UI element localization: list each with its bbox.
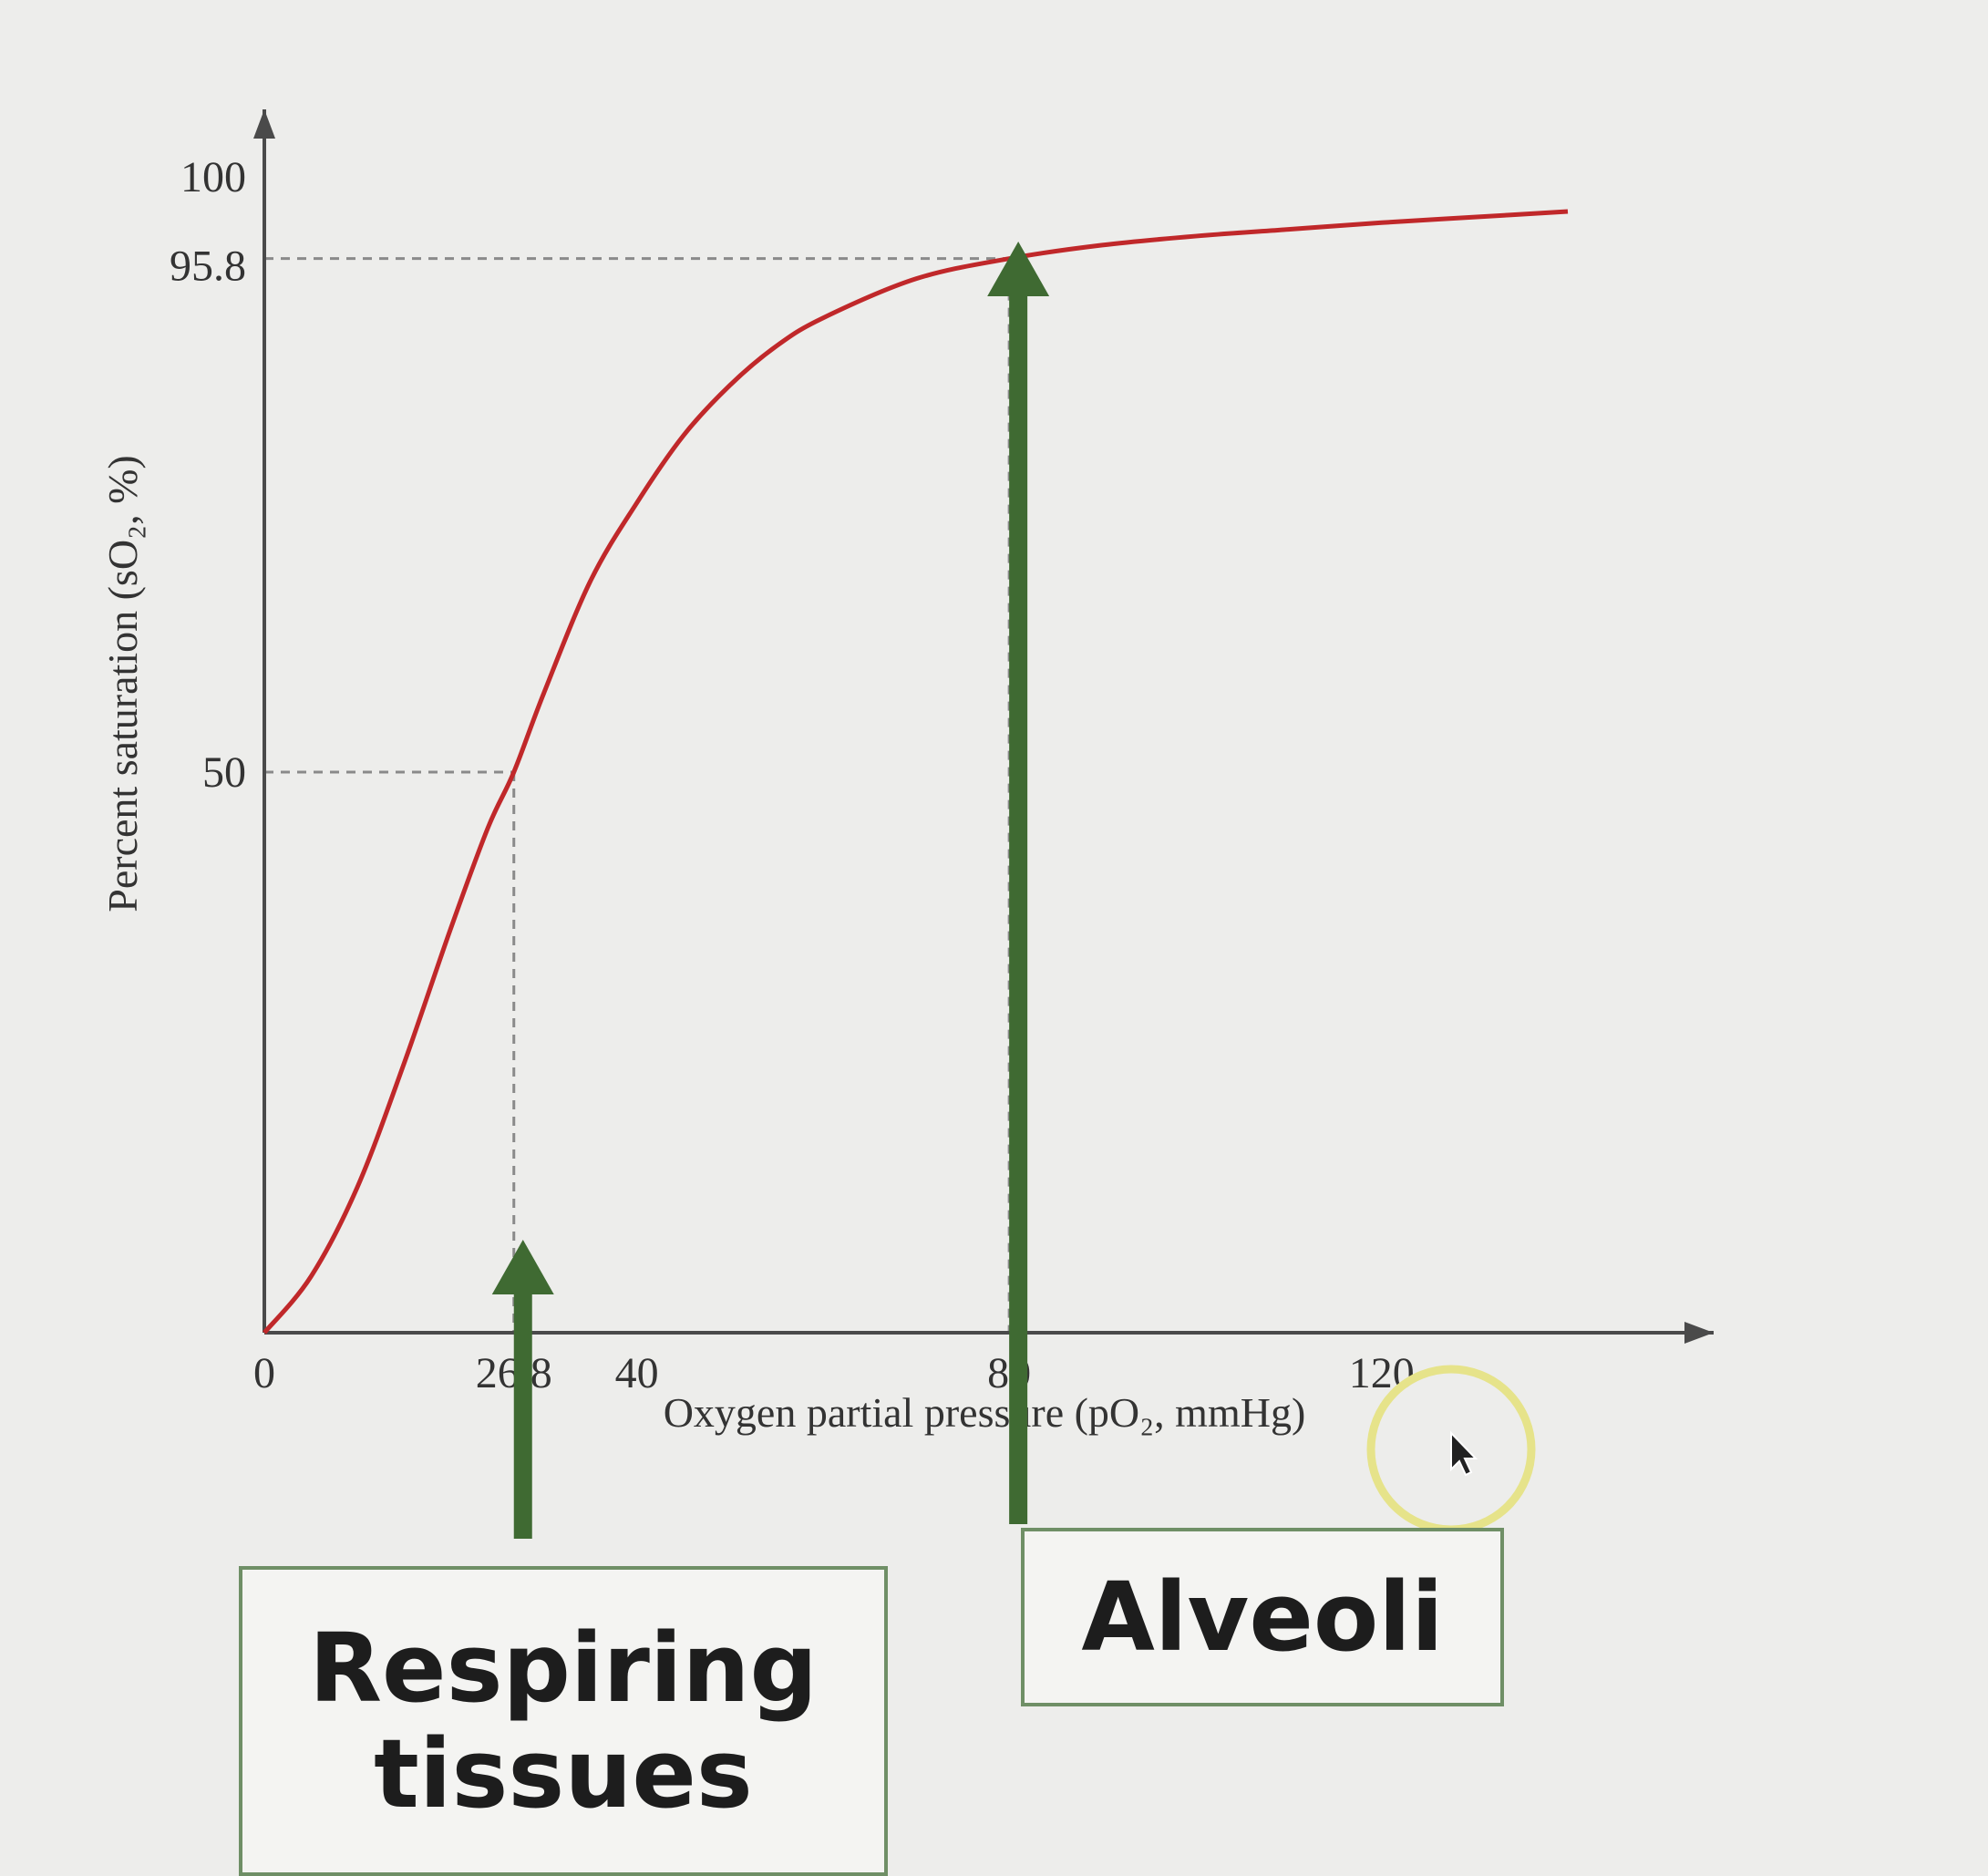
annotation-arrow-head [987, 242, 1049, 296]
callout-respiring-tissues-line-2: tissues [309, 1721, 818, 1827]
mouse-cursor-icon [1451, 1433, 1476, 1475]
x-axis-arrowhead [1684, 1322, 1714, 1344]
x-tick-label: 120 [1349, 1349, 1415, 1397]
callout-respiring-tissues: Respiring tissues [239, 1566, 888, 1876]
y-tick-label: 100 [180, 153, 246, 201]
saturation-curve [264, 211, 1568, 1333]
y-tick-label: 95.8 [170, 242, 246, 291]
callout-alveoli: Alveoli [1021, 1528, 1504, 1706]
y-axis-arrowhead [253, 109, 275, 139]
reference-lines [264, 259, 1009, 1333]
y-tick-label: 50 [202, 748, 246, 797]
x-axis-title: Oxygen partial pressure (pO₂, mmHg) [664, 1389, 1306, 1436]
annotation-arrows [492, 242, 1049, 1539]
annotation-arrow-head [492, 1240, 554, 1294]
callout-alveoli-label: Alveoli [1081, 1562, 1443, 1673]
y-axis-title: Percent saturation (sO₂, %) [99, 455, 146, 912]
axes [253, 109, 1714, 1344]
x-tick-label: 40 [615, 1349, 659, 1397]
callout-respiring-tissues-line-1: Respiring [309, 1615, 818, 1721]
series-layer [264, 211, 1568, 1333]
x-tick-label: 0 [253, 1349, 275, 1397]
